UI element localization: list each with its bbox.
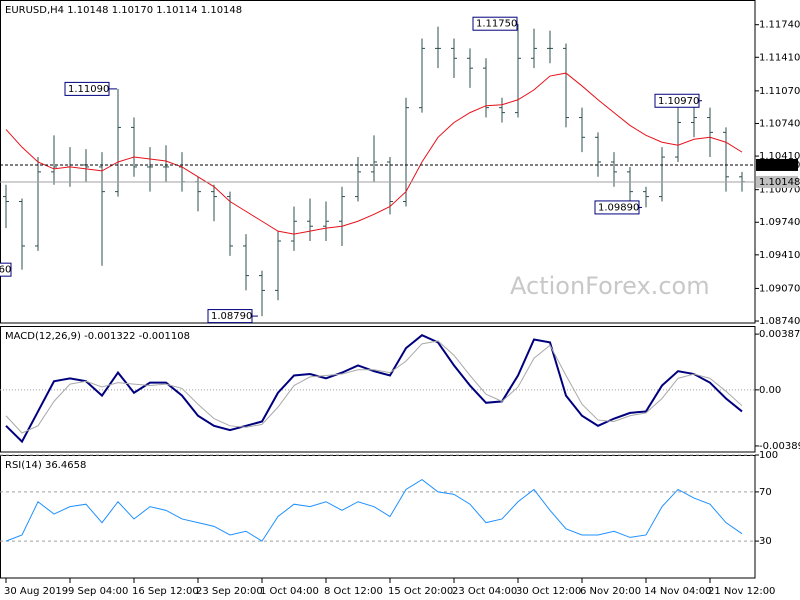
x-tick-label: 30 Aug 2019	[4, 586, 68, 597]
y-tick-label: 1.10410	[759, 151, 800, 162]
y-tick-label: 1.11070	[759, 86, 800, 97]
panel-title: EURUSD,H4 1.10148 1.10170 1.10114 1.1014…	[5, 5, 242, 16]
annotation-label: 1.11090	[68, 84, 109, 95]
y-tick-label: 1.09410	[759, 250, 800, 261]
y-tick-label: 1.11740	[759, 20, 800, 31]
y-tick-label: 0.00	[759, 385, 781, 396]
price-level-box	[756, 175, 798, 188]
annotation-box	[64, 81, 110, 96]
y-tick-label: 1.09740	[759, 217, 800, 228]
y-tick-label: 1.08740	[759, 316, 800, 327]
price-level-label: 1.10148	[759, 177, 800, 188]
x-tick-label: 8 Oct 12:00	[324, 586, 383, 597]
x-tick-label: 15 Oct 20:00	[388, 586, 453, 597]
x-tick-label: 16 Sep 12:00	[132, 586, 199, 597]
y-tick-label: 70	[759, 487, 772, 498]
annotation-box	[594, 200, 640, 215]
macd-line	[5, 334, 743, 444]
annotation-box	[207, 309, 253, 324]
y-tick-label: 1.10740	[759, 118, 800, 129]
price-panel-frame	[0, 0, 756, 324]
annotation-label: 1.08790	[211, 311, 252, 322]
annotation-box	[472, 16, 518, 31]
price-level-label: 1.10320	[759, 160, 800, 171]
rsi-line	[5, 478, 743, 542]
macd-panel-frame	[0, 326, 756, 453]
annotation-box	[0, 262, 12, 277]
panel-title: RSI(14) 36.4658	[5, 460, 86, 471]
rsi-panel-frame	[0, 455, 756, 579]
x-tick-label: 1 Oct 04:00	[260, 586, 319, 597]
y-tick-label: 30	[759, 536, 772, 547]
price-level-box	[756, 158, 798, 171]
y-tick-label: -0.003899	[759, 441, 800, 452]
annotation-label: 1.11750	[476, 19, 517, 30]
moving-average	[5, 72, 743, 235]
y-tick-label: 1.10070	[759, 185, 800, 196]
x-tick-label: 21 Nov 12:00	[708, 586, 775, 597]
x-tick-label: 6 Nov 20:00	[580, 586, 641, 597]
annotation-box	[654, 93, 700, 108]
watermark: ActionForex.com	[510, 272, 710, 300]
x-tick-label: 30 Oct 12:00	[516, 586, 581, 597]
y-tick-label: 0.003876	[759, 329, 800, 340]
y-tick-label: 100	[759, 450, 778, 461]
x-tick-label: 23 Oct 04:00	[452, 586, 517, 597]
y-tick-label: 1.09070	[759, 283, 800, 294]
y-tick-label: 1.11410	[759, 52, 800, 63]
annotation-label: 1.09260	[0, 265, 11, 276]
x-tick-label: 14 Nov 04:00	[644, 586, 711, 597]
signal-line	[5, 340, 743, 434]
x-tick-label: 9 Sep 04:00	[68, 586, 128, 597]
x-tick-label: 23 Sep 20:00	[196, 586, 263, 597]
panel-title: MACD(12,26,9) -0.001322 -0.001108	[5, 331, 190, 342]
annotation-label: 1.10970	[658, 96, 699, 107]
annotation-label: 1.09890	[598, 202, 639, 213]
